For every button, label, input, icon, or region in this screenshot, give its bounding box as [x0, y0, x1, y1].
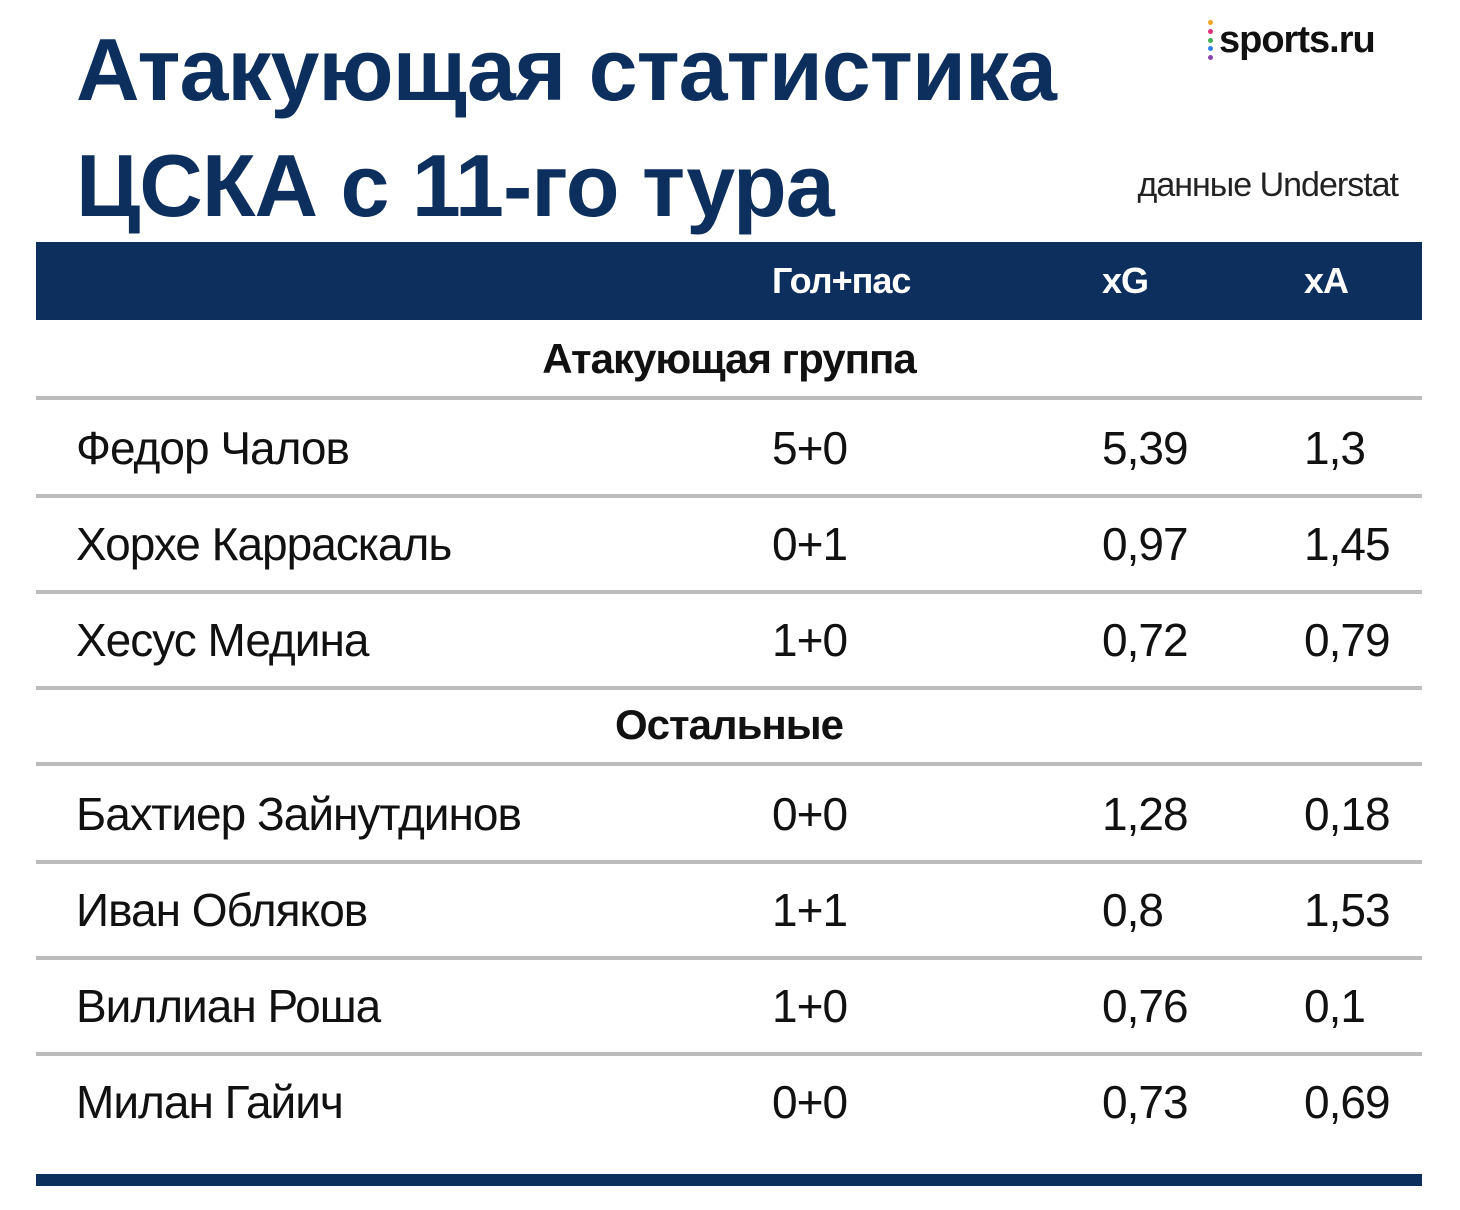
column-header-xa: xA — [1304, 260, 1349, 301]
xa-cell: 0,69 — [1304, 1076, 1391, 1128]
xa-cell: 0,79 — [1304, 614, 1391, 666]
table-bottom-bar — [36, 1174, 1422, 1186]
column-header-goals-assists: Гол+пас — [772, 260, 911, 301]
row-divider — [36, 494, 1422, 498]
logo-dot — [1208, 28, 1213, 34]
xg-cell: 0,97 — [1102, 518, 1189, 570]
row-divider — [36, 860, 1422, 864]
row-divider — [36, 590, 1422, 594]
logo-dot — [1208, 20, 1213, 25]
goals-assists-cell: 1+1 — [772, 884, 848, 936]
row-divider — [36, 956, 1422, 960]
goals-assists-cell: 0+1 — [772, 518, 848, 570]
player-name-cell: Виллиан Роша — [76, 980, 381, 1032]
player-name-cell: Хесус Медина — [76, 614, 369, 666]
goals-assists-cell: 0+0 — [772, 1076, 848, 1128]
goals-assists-cell: 1+0 — [772, 614, 848, 666]
xg-cell: 1,28 — [1102, 788, 1189, 840]
xa-cell: 0,1 — [1304, 980, 1366, 1032]
table-row: Виллиан Роша 1+0 0,76 0,1 — [36, 958, 1422, 1054]
xg-cell: 5,39 — [1102, 422, 1189, 474]
xa-cell: 1,45 — [1304, 518, 1391, 570]
xa-cell: 1,3 — [1304, 422, 1366, 474]
group-heading: Остальные — [614, 701, 844, 748]
player-name-cell: Хорхе Карраскаль — [76, 518, 452, 570]
row-divider — [36, 762, 1422, 766]
xg-cell: 0,73 — [1102, 1076, 1189, 1128]
table-row: Федор Чалов 5+0 5,39 1,3 — [36, 400, 1422, 496]
logo-dot — [1208, 55, 1213, 60]
player-name-cell: Федор Чалов — [76, 422, 350, 474]
sports-ru-logo: sports.ru — [1208, 18, 1376, 62]
goals-assists-cell: 5+0 — [772, 422, 848, 474]
logo-dots-icon — [1208, 20, 1213, 60]
goals-assists-cell: 0+0 — [772, 788, 848, 840]
page-title: Атакующая статистика ЦСКА с 11-го тура — [76, 12, 1057, 244]
table-row: Милан Гайич 0+0 0,73 0,69 — [36, 1054, 1422, 1150]
row-divider — [36, 686, 1422, 690]
player-name-cell: Иван Обляков — [76, 884, 368, 936]
logo-text: sports.ru — [1219, 18, 1376, 61]
table-row: Иван Обляков 1+1 0,8 1,53 — [36, 862, 1422, 958]
logo-dot — [1208, 37, 1213, 43]
xg-cell: 0,72 — [1102, 614, 1189, 666]
row-divider — [36, 1052, 1422, 1056]
player-name-cell: Милан Гайич — [76, 1076, 344, 1128]
source-note: данные Understat — [1137, 166, 1399, 204]
logo-dot — [1208, 46, 1213, 52]
page-title-line-2: ЦСКА с 11-го тура — [76, 136, 835, 235]
table-row: Бахтиер Зайнутдинов 0+0 1,28 0,18 — [36, 766, 1422, 862]
xg-cell: 0,76 — [1102, 980, 1189, 1032]
column-header-xg: xG — [1102, 260, 1149, 301]
xg-cell: 0,8 — [1102, 884, 1164, 936]
table-row: Хорхе Карраскаль 0+1 0,97 1,45 — [36, 496, 1422, 592]
group-heading: Атакующая группа — [542, 335, 916, 382]
xa-cell: 0,18 — [1304, 788, 1391, 840]
xa-cell: 1,53 — [1304, 884, 1391, 936]
table-row: Хесус Медина 1+0 0,72 0,79 — [36, 592, 1422, 688]
goals-assists-cell: 1+0 — [772, 980, 848, 1032]
page-title-line-1: Атакующая статистика — [76, 20, 1057, 119]
table-header: Гол+пас xG xA — [36, 242, 1422, 320]
player-name-cell: Бахтиер Зайнутдинов — [76, 788, 522, 840]
row-divider — [36, 396, 1422, 400]
